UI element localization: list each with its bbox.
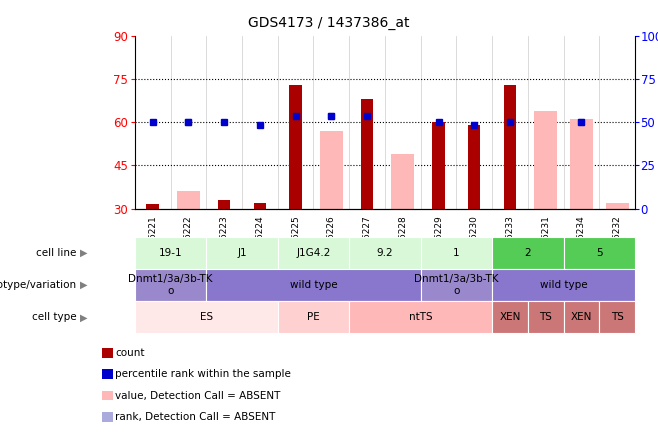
Text: 9.2: 9.2 <box>376 248 393 258</box>
Text: 5: 5 <box>596 248 603 258</box>
Bar <box>361 99 373 209</box>
Text: rank, Detection Call = ABSENT: rank, Detection Call = ABSENT <box>115 412 276 422</box>
Text: XEN: XEN <box>499 313 520 322</box>
Text: ▶: ▶ <box>80 280 87 290</box>
Bar <box>177 191 200 209</box>
Text: Dnmt1/3a/3b-TK
o: Dnmt1/3a/3b-TK o <box>414 274 499 296</box>
Bar <box>570 119 593 209</box>
Text: genotype/variation: genotype/variation <box>0 280 76 290</box>
Text: TS: TS <box>540 313 552 322</box>
Text: percentile rank within the sample: percentile rank within the sample <box>115 369 291 379</box>
Text: XEN: XEN <box>570 313 592 322</box>
Text: cell type: cell type <box>32 313 76 322</box>
Text: 19-1: 19-1 <box>159 248 182 258</box>
Bar <box>468 125 480 209</box>
Bar <box>432 122 445 209</box>
Text: ES: ES <box>200 313 213 322</box>
Bar <box>218 200 230 209</box>
Bar <box>147 204 159 209</box>
Text: Dnmt1/3a/3b-TK
o: Dnmt1/3a/3b-TK o <box>128 274 213 296</box>
Text: J1G4.2: J1G4.2 <box>296 248 331 258</box>
Bar <box>320 131 343 209</box>
Bar <box>254 203 266 209</box>
Text: GDS4173 / 1437386_at: GDS4173 / 1437386_at <box>248 16 410 30</box>
Text: wild type: wild type <box>540 280 588 290</box>
Bar <box>605 203 628 209</box>
Text: ▶: ▶ <box>80 313 87 322</box>
Text: ▶: ▶ <box>80 248 87 258</box>
Text: cell line: cell line <box>36 248 76 258</box>
Text: value, Detection Call = ABSENT: value, Detection Call = ABSENT <box>115 391 280 400</box>
Bar <box>290 85 302 209</box>
Text: J1: J1 <box>238 248 247 258</box>
Text: 1: 1 <box>453 248 460 258</box>
Bar <box>534 111 557 209</box>
Text: TS: TS <box>611 313 624 322</box>
Bar <box>504 85 516 209</box>
Text: ntTS: ntTS <box>409 313 432 322</box>
Text: PE: PE <box>307 313 320 322</box>
Bar <box>391 154 415 209</box>
Text: count: count <box>115 348 145 358</box>
Text: 2: 2 <box>524 248 531 258</box>
Text: wild type: wild type <box>290 280 338 290</box>
